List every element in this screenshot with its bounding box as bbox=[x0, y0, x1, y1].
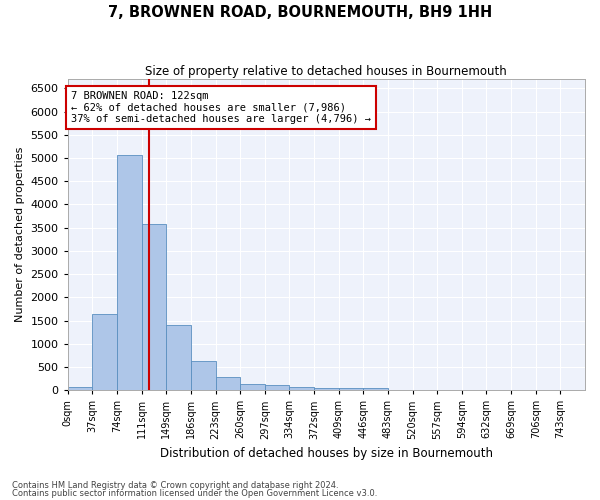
Text: 7, BROWNEN ROAD, BOURNEMOUTH, BH9 1HH: 7, BROWNEN ROAD, BOURNEMOUTH, BH9 1HH bbox=[108, 5, 492, 20]
Bar bbox=[240, 384, 265, 390]
Bar bbox=[265, 386, 289, 390]
Text: Contains public sector information licensed under the Open Government Licence v3: Contains public sector information licen… bbox=[12, 489, 377, 498]
Text: 7 BROWNEN ROAD: 122sqm
← 62% of detached houses are smaller (7,986)
37% of semi-: 7 BROWNEN ROAD: 122sqm ← 62% of detached… bbox=[71, 91, 371, 124]
Bar bbox=[289, 386, 314, 390]
Text: Contains HM Land Registry data © Crown copyright and database right 2024.: Contains HM Land Registry data © Crown c… bbox=[12, 480, 338, 490]
Bar bbox=[117, 156, 142, 390]
Bar bbox=[314, 388, 338, 390]
Bar bbox=[215, 376, 240, 390]
X-axis label: Distribution of detached houses by size in Bournemouth: Distribution of detached houses by size … bbox=[160, 447, 493, 460]
Bar bbox=[68, 387, 92, 390]
Y-axis label: Number of detached properties: Number of detached properties bbox=[15, 147, 25, 322]
Bar bbox=[364, 388, 388, 390]
Bar bbox=[338, 388, 364, 390]
Title: Size of property relative to detached houses in Bournemouth: Size of property relative to detached ho… bbox=[145, 65, 507, 78]
Bar bbox=[92, 314, 117, 390]
Bar bbox=[191, 362, 215, 390]
Bar bbox=[166, 324, 191, 390]
Bar bbox=[142, 224, 166, 390]
